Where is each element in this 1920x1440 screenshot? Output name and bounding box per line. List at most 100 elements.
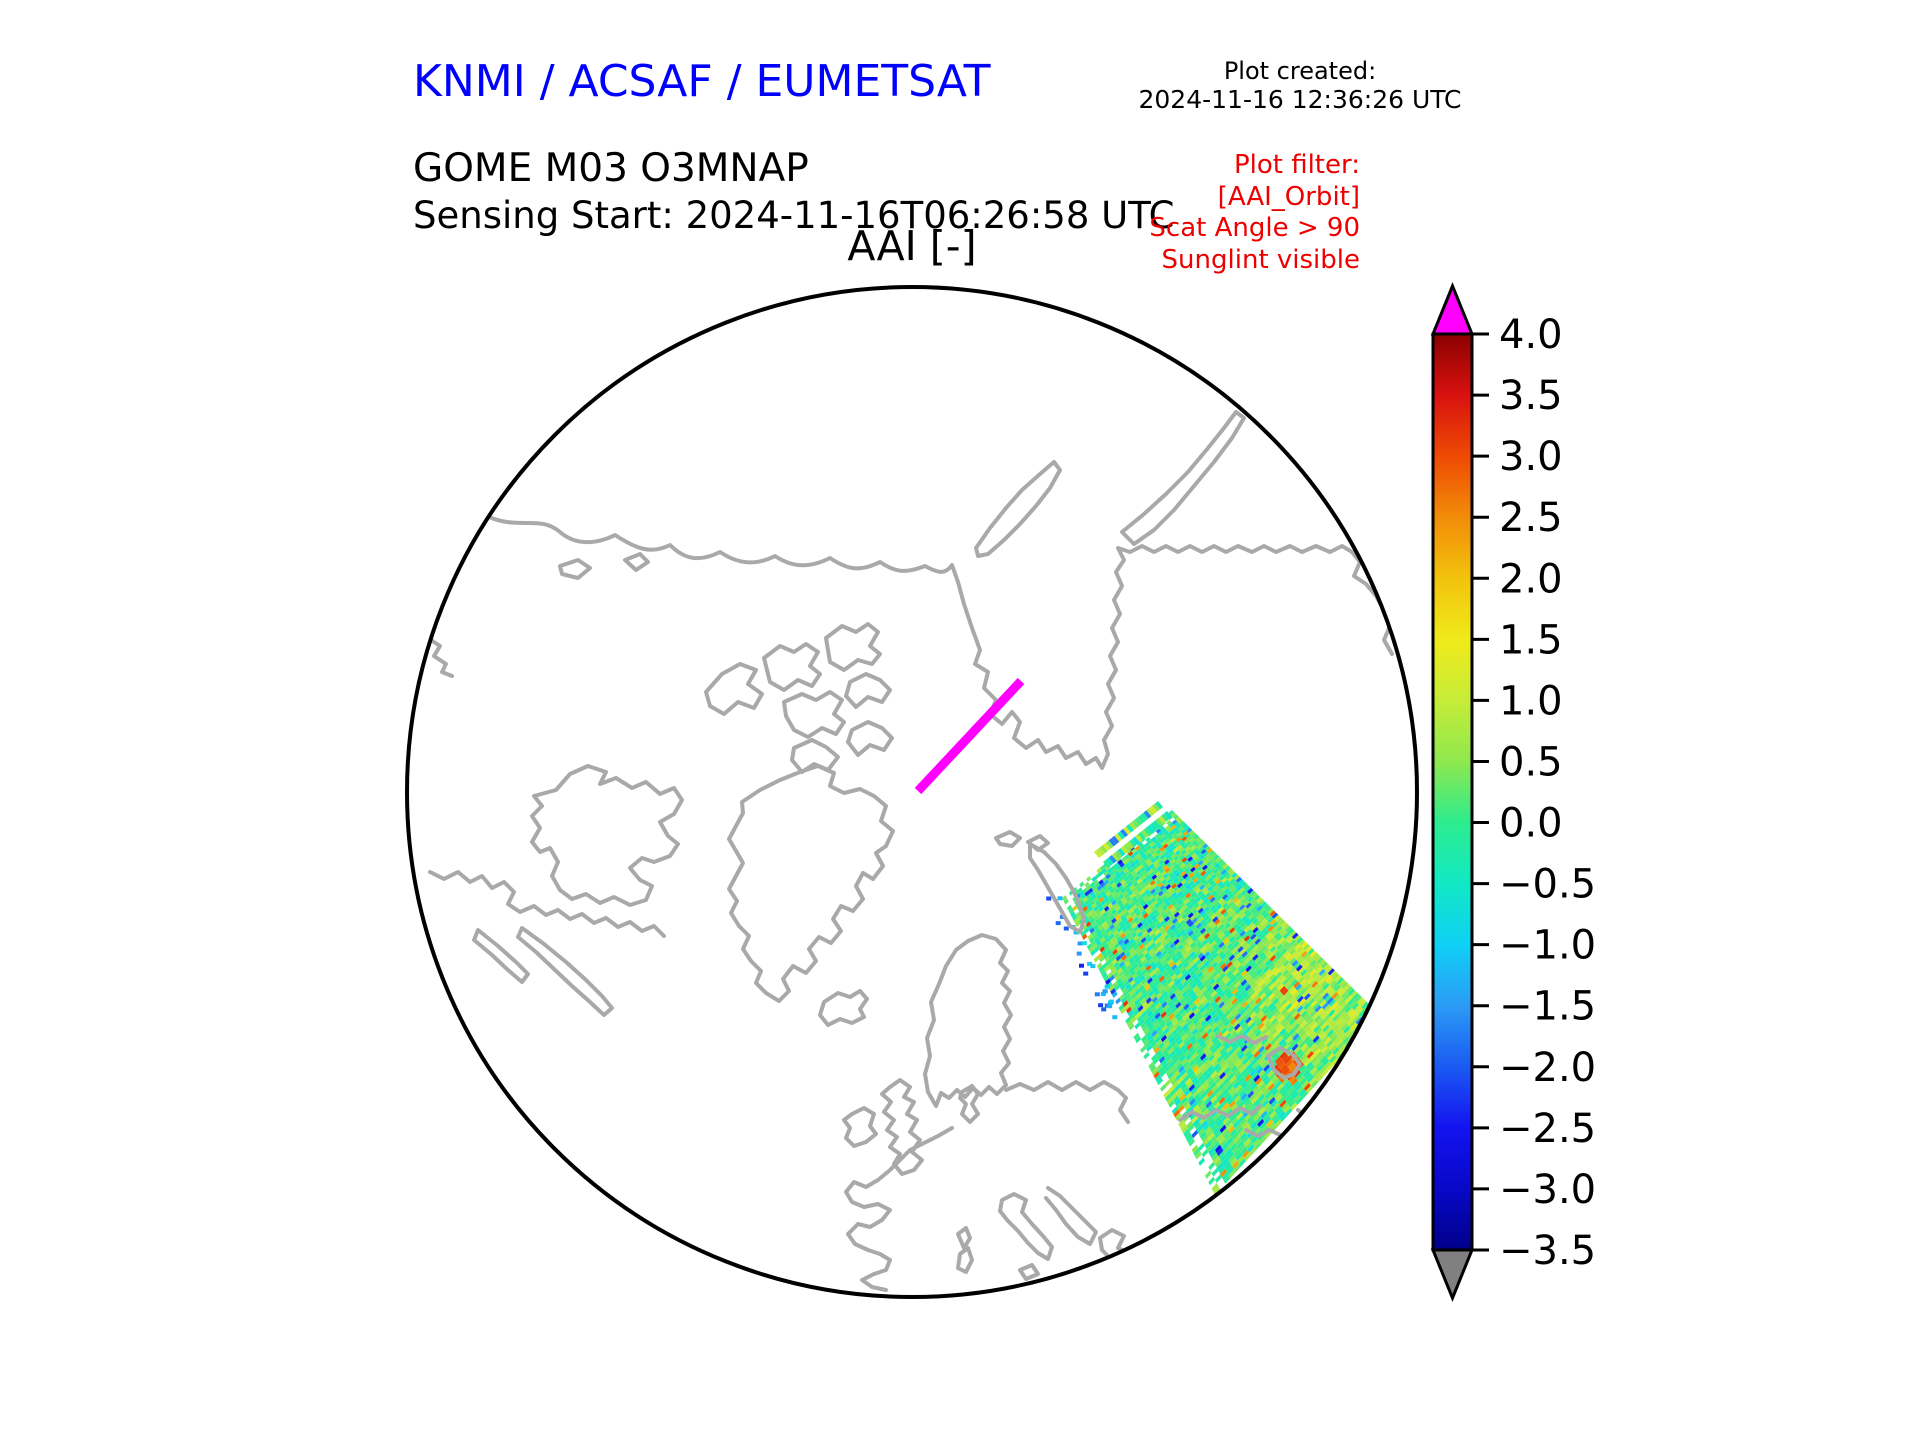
swath-cell [1265, 1066, 1272, 1075]
swath-cell [1124, 1003, 1131, 1011]
swath-cell [1131, 878, 1137, 885]
swath-cell [1185, 901, 1192, 908]
swath-cell [1146, 1020, 1153, 1028]
swath-cell [1144, 1017, 1151, 1025]
swath-cell [1237, 1062, 1244, 1071]
swath-cell [1259, 1121, 1267, 1130]
swath-cell [1193, 894, 1200, 900]
swath-cell [1188, 1045, 1195, 1054]
swath-cell [1237, 910, 1244, 917]
swath-cell [1255, 1019, 1263, 1028]
swath-cell [1218, 1096, 1226, 1105]
swath-cell [1172, 1008, 1179, 1016]
swath-cell [1208, 987, 1216, 995]
swath-cell [1356, 997, 1365, 1005]
swath-cell [1075, 911, 1081, 918]
swath-cell [1206, 847, 1213, 854]
swath-cell [1267, 908, 1274, 915]
swath-cell [1220, 926, 1227, 933]
swath-cell [1220, 917, 1227, 924]
swath-cell [1282, 950, 1290, 958]
swath-cell [1220, 962, 1227, 970]
swath-cell [1149, 1003, 1156, 1011]
swath-cell [1153, 999, 1160, 1007]
swath-cell [1163, 898, 1170, 905]
swath-cell [1139, 924, 1145, 932]
swath-cell [1112, 885, 1119, 891]
swath-cell [1159, 854, 1166, 860]
swath-stripe-cell [1126, 824, 1134, 833]
swath-cell [1353, 1014, 1361, 1023]
swath-cell [1190, 1048, 1197, 1057]
swath-cell [1117, 948, 1124, 955]
swath-cell [1208, 997, 1215, 1005]
swath-stripe-cell [1094, 849, 1102, 858]
swath-cell [1314, 1014, 1322, 1023]
swath-cell [1134, 946, 1141, 954]
swath-cell [1301, 1033, 1309, 1041]
swath-cell [1190, 1014, 1197, 1023]
swath-cell [1210, 874, 1217, 880]
swath-cell [1126, 904, 1132, 911]
swath-cell [1258, 925, 1266, 932]
swath-cell [1163, 1051, 1170, 1059]
swath-cell [1191, 1076, 1198, 1084]
swath-cell [1233, 1081, 1240, 1090]
swath-cell [1208, 1030, 1215, 1038]
swath-cell [1268, 983, 1276, 991]
swath-cell [1210, 931, 1217, 938]
swath-cell [1284, 981, 1291, 989]
swath-cell [1105, 917, 1112, 925]
swath-cell [1243, 1013, 1250, 1022]
swath-cell [1177, 831, 1183, 837]
swath-stripe-cell [1108, 855, 1117, 864]
swath-cell [1309, 950, 1317, 958]
swath-cell [1279, 1051, 1287, 1060]
swath-cell [1239, 904, 1246, 911]
swath-cell [1202, 921, 1209, 928]
swath-cell [1291, 1010, 1299, 1018]
swath-fleck [1100, 992, 1106, 997]
swath-cell [1133, 889, 1139, 896]
swath-cell [1185, 1006, 1192, 1014]
swath-cell [1187, 856, 1194, 862]
swath-cell [1313, 1025, 1321, 1033]
swath-cell [1146, 891, 1153, 898]
swath-cell [1148, 1061, 1155, 1070]
swath-cell [1326, 1039, 1334, 1048]
swath-cell [1271, 921, 1279, 928]
swath-cell [1242, 991, 1249, 999]
swath-cell [1094, 873, 1101, 880]
swath-cell [1176, 1087, 1183, 1096]
plot-filter-line: Sunglint visible [1161, 245, 1360, 276]
swath-cell [1204, 941, 1211, 949]
swath-cell [1262, 1017, 1270, 1025]
swath-cell [1200, 848, 1207, 855]
swath-cell [1168, 980, 1175, 988]
swath-cell [1191, 972, 1198, 980]
swath-cell [1156, 932, 1163, 939]
swath-cell [1170, 924, 1176, 931]
swath-cell [1159, 876, 1165, 882]
swath-cell [1153, 966, 1160, 974]
swath-cell [1105, 978, 1111, 986]
swath-cell [1208, 871, 1215, 878]
swath-cell [1281, 998, 1289, 1006]
swath-cell [1143, 1027, 1150, 1035]
swath-cell [1184, 1063, 1191, 1072]
swath-cell [1155, 871, 1161, 877]
swath-cell [1229, 936, 1236, 943]
swath-cell [1156, 914, 1163, 921]
swath-cell [1256, 1090, 1263, 1099]
swath-cell [1301, 1080, 1309, 1089]
swath-cell [1181, 1057, 1188, 1066]
swath-cell [1204, 875, 1211, 881]
swath-cell [1167, 827, 1173, 833]
swath-cell [1275, 1022, 1283, 1031]
swath-cell [1171, 1106, 1179, 1115]
swath-cell [1237, 1087, 1244, 1095]
swath-cell [1212, 1003, 1219, 1011]
swath-cell [1279, 1028, 1287, 1036]
swath-cell [1226, 1002, 1234, 1010]
